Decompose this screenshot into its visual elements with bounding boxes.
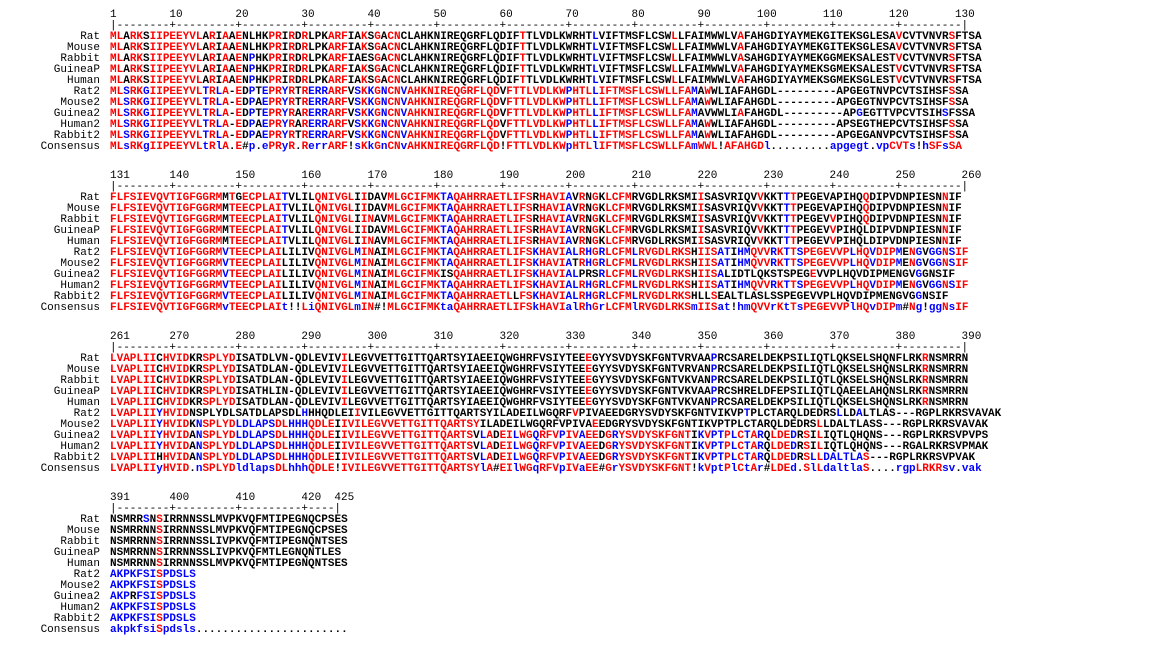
alignment-block: 1 10 20 30 40 50 60 70 80 90 100 110 120… (10, 10, 1153, 153)
species-label: Consensus (10, 464, 110, 475)
species-label: Consensus (10, 142, 110, 153)
alignment-root: 1 10 20 30 40 50 60 70 80 90 100 110 120… (10, 10, 1153, 636)
species-label: Consensus (10, 625, 110, 636)
sequence-row: ConsensusMLsRKgIIPEEYVLtRlA.E#p.ePRyR.Re… (10, 142, 1153, 153)
alignment-block: 131 140 150 160 170 180 190 200 210 220 … (10, 171, 1153, 314)
species-label: Consensus (10, 303, 110, 314)
sequence: LVAPLIIyHVID.nSPLYDldlapsDLhhhQDLE!IVILE… (110, 464, 982, 475)
sequence: akpkfsiSpdsls....................... (110, 625, 348, 636)
sequence: MLsRKgIIPEEYVLtRlA.E#p.ePRyR.RerrARF!sKk… (110, 142, 962, 153)
alignment-block: 261 270 280 290 300 310 320 330 340 350 … (10, 332, 1153, 475)
sequence-row: ConsensusakpkfsiSpdsls..................… (10, 625, 1153, 636)
sequence: FLFSIEVQVTIGFGGRMvTEECPLAIt!!LiQNIVGLmIN… (110, 303, 968, 314)
alignment-block: 391 400 410 420 425|--------+---------+-… (10, 493, 1153, 636)
sequence-row: ConsensusLVAPLIIyHVID.nSPLYDldlapsDLhhhQ… (10, 464, 1153, 475)
sequence-row: ConsensusFLFSIEVQVTIGFGGRMvTEECPLAIt!!Li… (10, 303, 1153, 314)
